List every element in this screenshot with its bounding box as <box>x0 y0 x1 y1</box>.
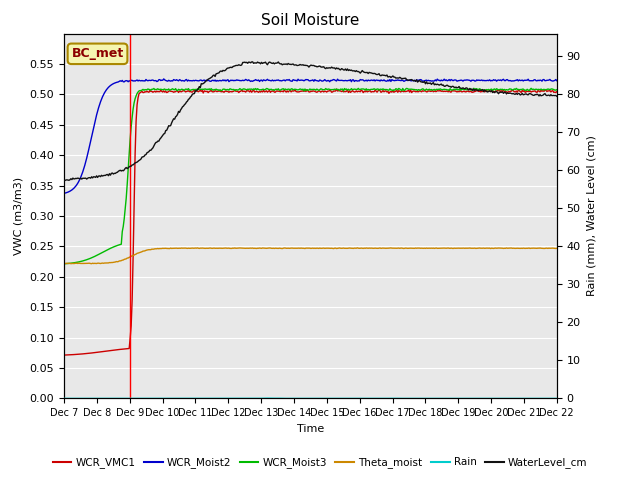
Text: BC_met: BC_met <box>72 48 124 60</box>
Title: Soil Moisture: Soil Moisture <box>261 13 360 28</box>
X-axis label: Time: Time <box>297 424 324 433</box>
Y-axis label: VWC (m3/m3): VWC (m3/m3) <box>14 177 24 255</box>
Legend: WCR_VMC1, WCR_Moist2, WCR_Moist3, Theta_moist, Rain, WaterLevel_cm: WCR_VMC1, WCR_Moist2, WCR_Moist3, Theta_… <box>49 453 591 472</box>
Y-axis label: Rain (mm), Water Level (cm): Rain (mm), Water Level (cm) <box>586 135 596 297</box>
